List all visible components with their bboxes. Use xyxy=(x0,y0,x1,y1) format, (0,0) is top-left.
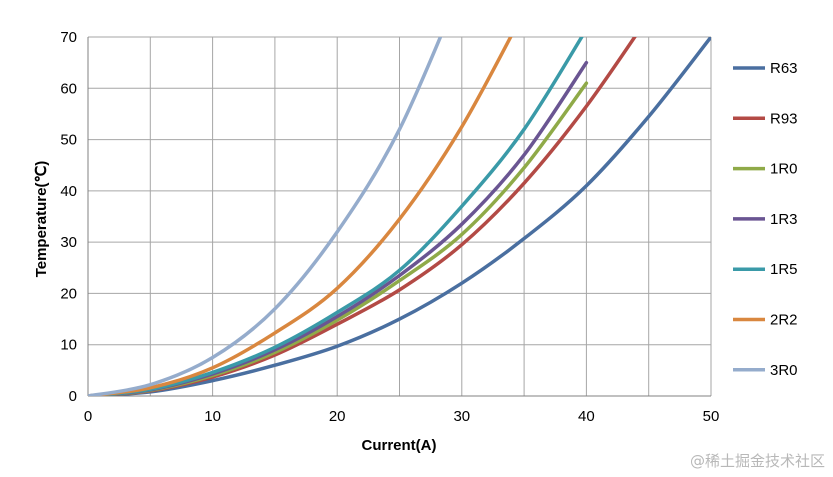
y-tick-label: 0 xyxy=(69,388,77,405)
legend-label-1r3: 1R3 xyxy=(770,211,798,228)
y-tick-label: 20 xyxy=(60,285,77,302)
y-tick-label: 40 xyxy=(60,183,77,200)
y-tick-labels: 0 10 20 30 40 50 60 70 xyxy=(60,29,77,405)
y-tick-label: 60 xyxy=(60,80,77,97)
legend: R63 R93 1R0 1R3 1R5 2R2 3R0 xyxy=(733,60,798,379)
x-tick-label: 40 xyxy=(578,408,595,425)
y-tick-label: 30 xyxy=(60,234,77,251)
x-tick-label: 20 xyxy=(329,408,346,425)
series-line-3r0 xyxy=(88,37,443,396)
x-tick-label: 50 xyxy=(703,408,720,425)
x-tick-labels: 0 10 20 30 40 50 xyxy=(84,408,720,425)
watermark-text: @稀土掘金技术社区 xyxy=(689,452,825,470)
legend-label-3r0: 3R0 xyxy=(770,362,798,379)
legend-label-1r5: 1R5 xyxy=(770,261,798,278)
legend-label-2r2: 2R2 xyxy=(770,312,798,329)
x-axis-title: Current(A) xyxy=(362,437,437,454)
x-tick-label: 0 xyxy=(84,408,92,425)
x-tick-label: 10 xyxy=(204,408,221,425)
grid xyxy=(87,36,712,397)
legend-label-1r0: 1R0 xyxy=(770,161,798,178)
series-line-r63 xyxy=(88,37,711,396)
y-tick-label: 70 xyxy=(60,29,77,46)
y-tick-label: 10 xyxy=(60,337,77,354)
series-line-2r2 xyxy=(88,37,513,396)
y-tick-label: 50 xyxy=(60,132,77,149)
legend-label-r93: R93 xyxy=(770,110,798,127)
x-tick-label: 30 xyxy=(453,408,470,425)
legend-label-r63: R63 xyxy=(770,60,798,77)
series-lines xyxy=(88,37,711,396)
y-axis-title: Temperature(℃) xyxy=(33,161,50,278)
series-line-1r5 xyxy=(88,37,584,396)
